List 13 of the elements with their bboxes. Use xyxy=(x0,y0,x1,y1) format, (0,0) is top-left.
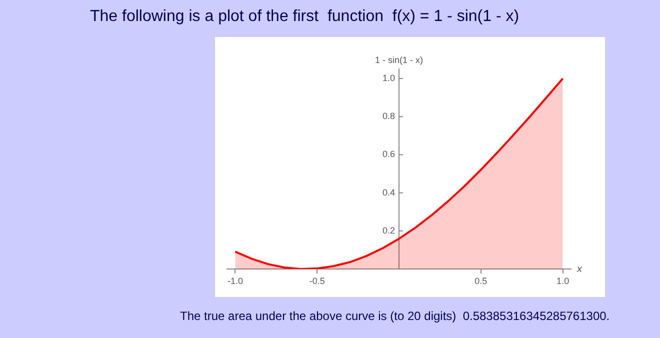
x-axis-title: x xyxy=(576,264,583,275)
y-tick-label: 0.6 xyxy=(382,149,395,160)
x-tick-label: 0.5 xyxy=(474,276,488,286)
x-tick-label: 1.0 xyxy=(556,276,570,286)
y-tick-label: 0.8 xyxy=(382,111,395,122)
y-tick-label: 1.0 xyxy=(382,73,395,84)
x-tick-label: -1.0 xyxy=(227,276,243,286)
y-axis-title: 1 - sin(1 - x) xyxy=(374,54,424,65)
y-tick-label: 0.4 xyxy=(382,187,395,198)
chart-title: The following is a plot of the first function f(x) = 1 - sin(1 - x) xyxy=(90,8,520,26)
text: The true area under the above curve is (to 20 digits) 0.58385316345285761300. xyxy=(180,309,610,323)
y-tick-label: 0.2 xyxy=(382,225,395,236)
x-tick-label: -0.5 xyxy=(309,276,325,286)
